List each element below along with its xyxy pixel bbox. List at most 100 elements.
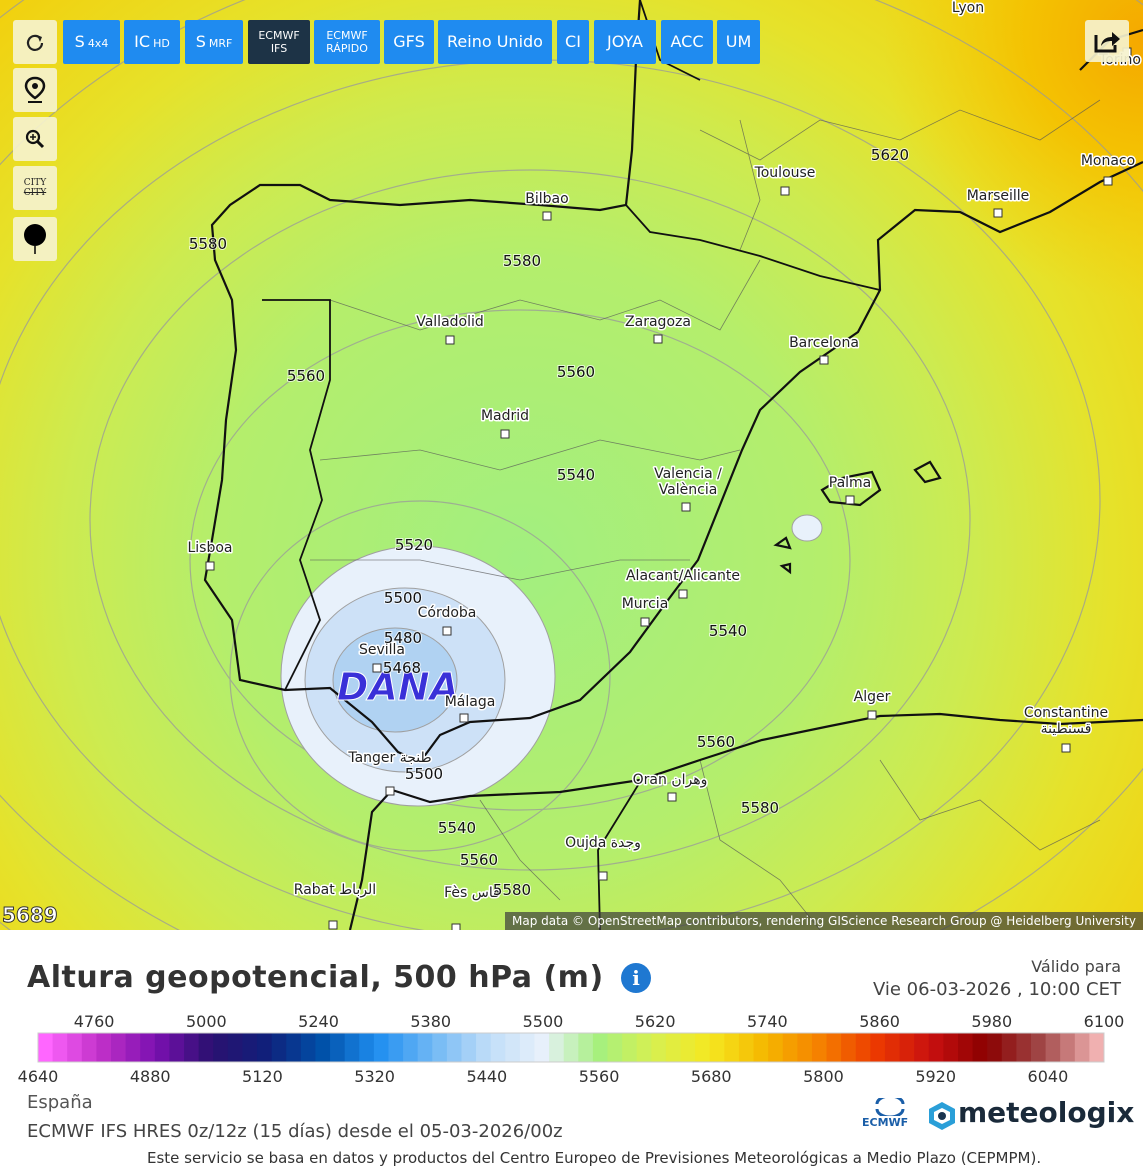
city-label: Lisboa [187,540,232,556]
city-marker [1061,743,1071,753]
legend-label: 5000 [186,1012,227,1031]
color-swatch [446,1033,462,1062]
color-swatch [607,1033,623,1062]
color-swatch [38,1033,54,1062]
valid-label: Válido para [1031,957,1121,976]
model-row: UM [726,34,752,50]
color-swatch [111,1033,127,1062]
model-row: S MRF [196,34,233,50]
color-swatch [519,1033,535,1062]
color-swatch [461,1033,477,1062]
city-label: Oran وهران [633,772,708,788]
source: ECMWF IFS HRES 0z/12z (15 días) desde el… [27,1121,563,1142]
city-marker [1103,176,1113,186]
brand-icon [929,1102,955,1130]
model-button[interactable]: CI [557,20,589,64]
color-swatch [928,1033,944,1062]
legend-label: 5860 [859,1012,900,1031]
city-off: CITY [23,188,47,198]
zoom-icon [25,129,45,149]
legend-label: 4880 [130,1067,171,1086]
model-row: S 4x4 [75,34,109,50]
model-row: GFS [393,34,424,50]
city-marker [459,713,469,723]
coastlines [203,0,1143,930]
color-swatch [257,1033,273,1062]
zoom-button[interactable] [13,117,57,161]
contour-label: 5580 [189,235,227,253]
panel-title: Altura geopotencial, 500 hPa (m) [27,960,604,995]
footer: Este servicio se basa en datos y product… [147,1149,1042,1167]
pin-icon [24,76,46,103]
location-button[interactable] [13,68,57,112]
color-swatch [388,1033,404,1062]
low-5480 [332,627,458,733]
model-button[interactable]: GFS [384,20,434,64]
color-swatch [884,1033,901,1062]
info-icon[interactable]: i [621,963,651,993]
contour-label: 5560 [287,367,325,385]
color-swatch [753,1033,769,1062]
city-label: Barcelona [789,335,859,351]
model-sub: HD [153,37,170,50]
color-swatch [665,1033,682,1062]
model-button[interactable]: S 4x4 [63,20,120,64]
contour-label: 5580 [493,881,531,899]
model-button[interactable]: ECMWF RÁPIDO [314,20,380,64]
model-button[interactable]: S MRF [185,20,243,64]
color-swatch [1060,1033,1076,1062]
city-marker [819,355,829,365]
city-marker [442,626,452,636]
color-swatch [227,1033,243,1062]
city-marker [640,617,650,627]
model-row: ACC [670,34,703,50]
city-label: Málaga [445,694,496,710]
model-row: Reino Unido [447,34,543,50]
model-name: UM [725,32,752,51]
model-name: Reino Unido [447,32,543,51]
city-toggle[interactable]: CITY CITY [13,166,57,210]
legend-label: 5320 [354,1067,395,1086]
contour-label: 5500 [405,765,443,783]
color-swatch [855,1033,871,1062]
city-marker [993,208,1003,218]
share-icon [1094,32,1120,53]
marker-button[interactable] [13,217,57,261]
color-swatch [972,1033,988,1062]
color-swatch [169,1033,185,1062]
model-name: ACC [670,32,704,51]
model-name: JOYA [607,32,643,51]
color-swatch [81,1033,97,1062]
model-button[interactable]: ECMWF IFS [248,20,310,64]
share-button[interactable] [1085,20,1129,62]
color-swatch [724,1033,740,1062]
city-label: Lyon [952,0,984,16]
city-marker [445,335,455,345]
city-marker [451,923,461,930]
legend-label: 5740 [747,1012,788,1031]
contour-label: 5620 [871,146,909,164]
model-button[interactable]: UM [717,20,760,64]
model-button[interactable]: ACC [661,20,713,64]
city-marker [205,561,215,571]
model-button[interactable]: Reino Unido [438,20,552,64]
model-name: CI [565,32,581,51]
refresh-button[interactable] [13,20,57,64]
contour-label: 5580 [741,799,779,817]
city-marker [385,786,395,796]
color-swatch [578,1033,594,1062]
model-button[interactable]: IC HD [124,20,180,64]
color-swatch [242,1033,258,1062]
legend-label: 5500 [523,1012,564,1031]
color-swatch [476,1033,492,1062]
city-marker [780,186,790,196]
legend-label: 5440 [466,1067,507,1086]
city-label: Palma [829,475,872,491]
color-swatch [914,1033,930,1062]
city-label: Valencia / [654,466,722,482]
city-label: قسنطينة [1041,721,1092,737]
model-button[interactable]: JOYA [594,20,656,64]
city-label: València [659,482,718,498]
color-swatch [403,1033,419,1062]
city-on: CITY [23,178,47,188]
